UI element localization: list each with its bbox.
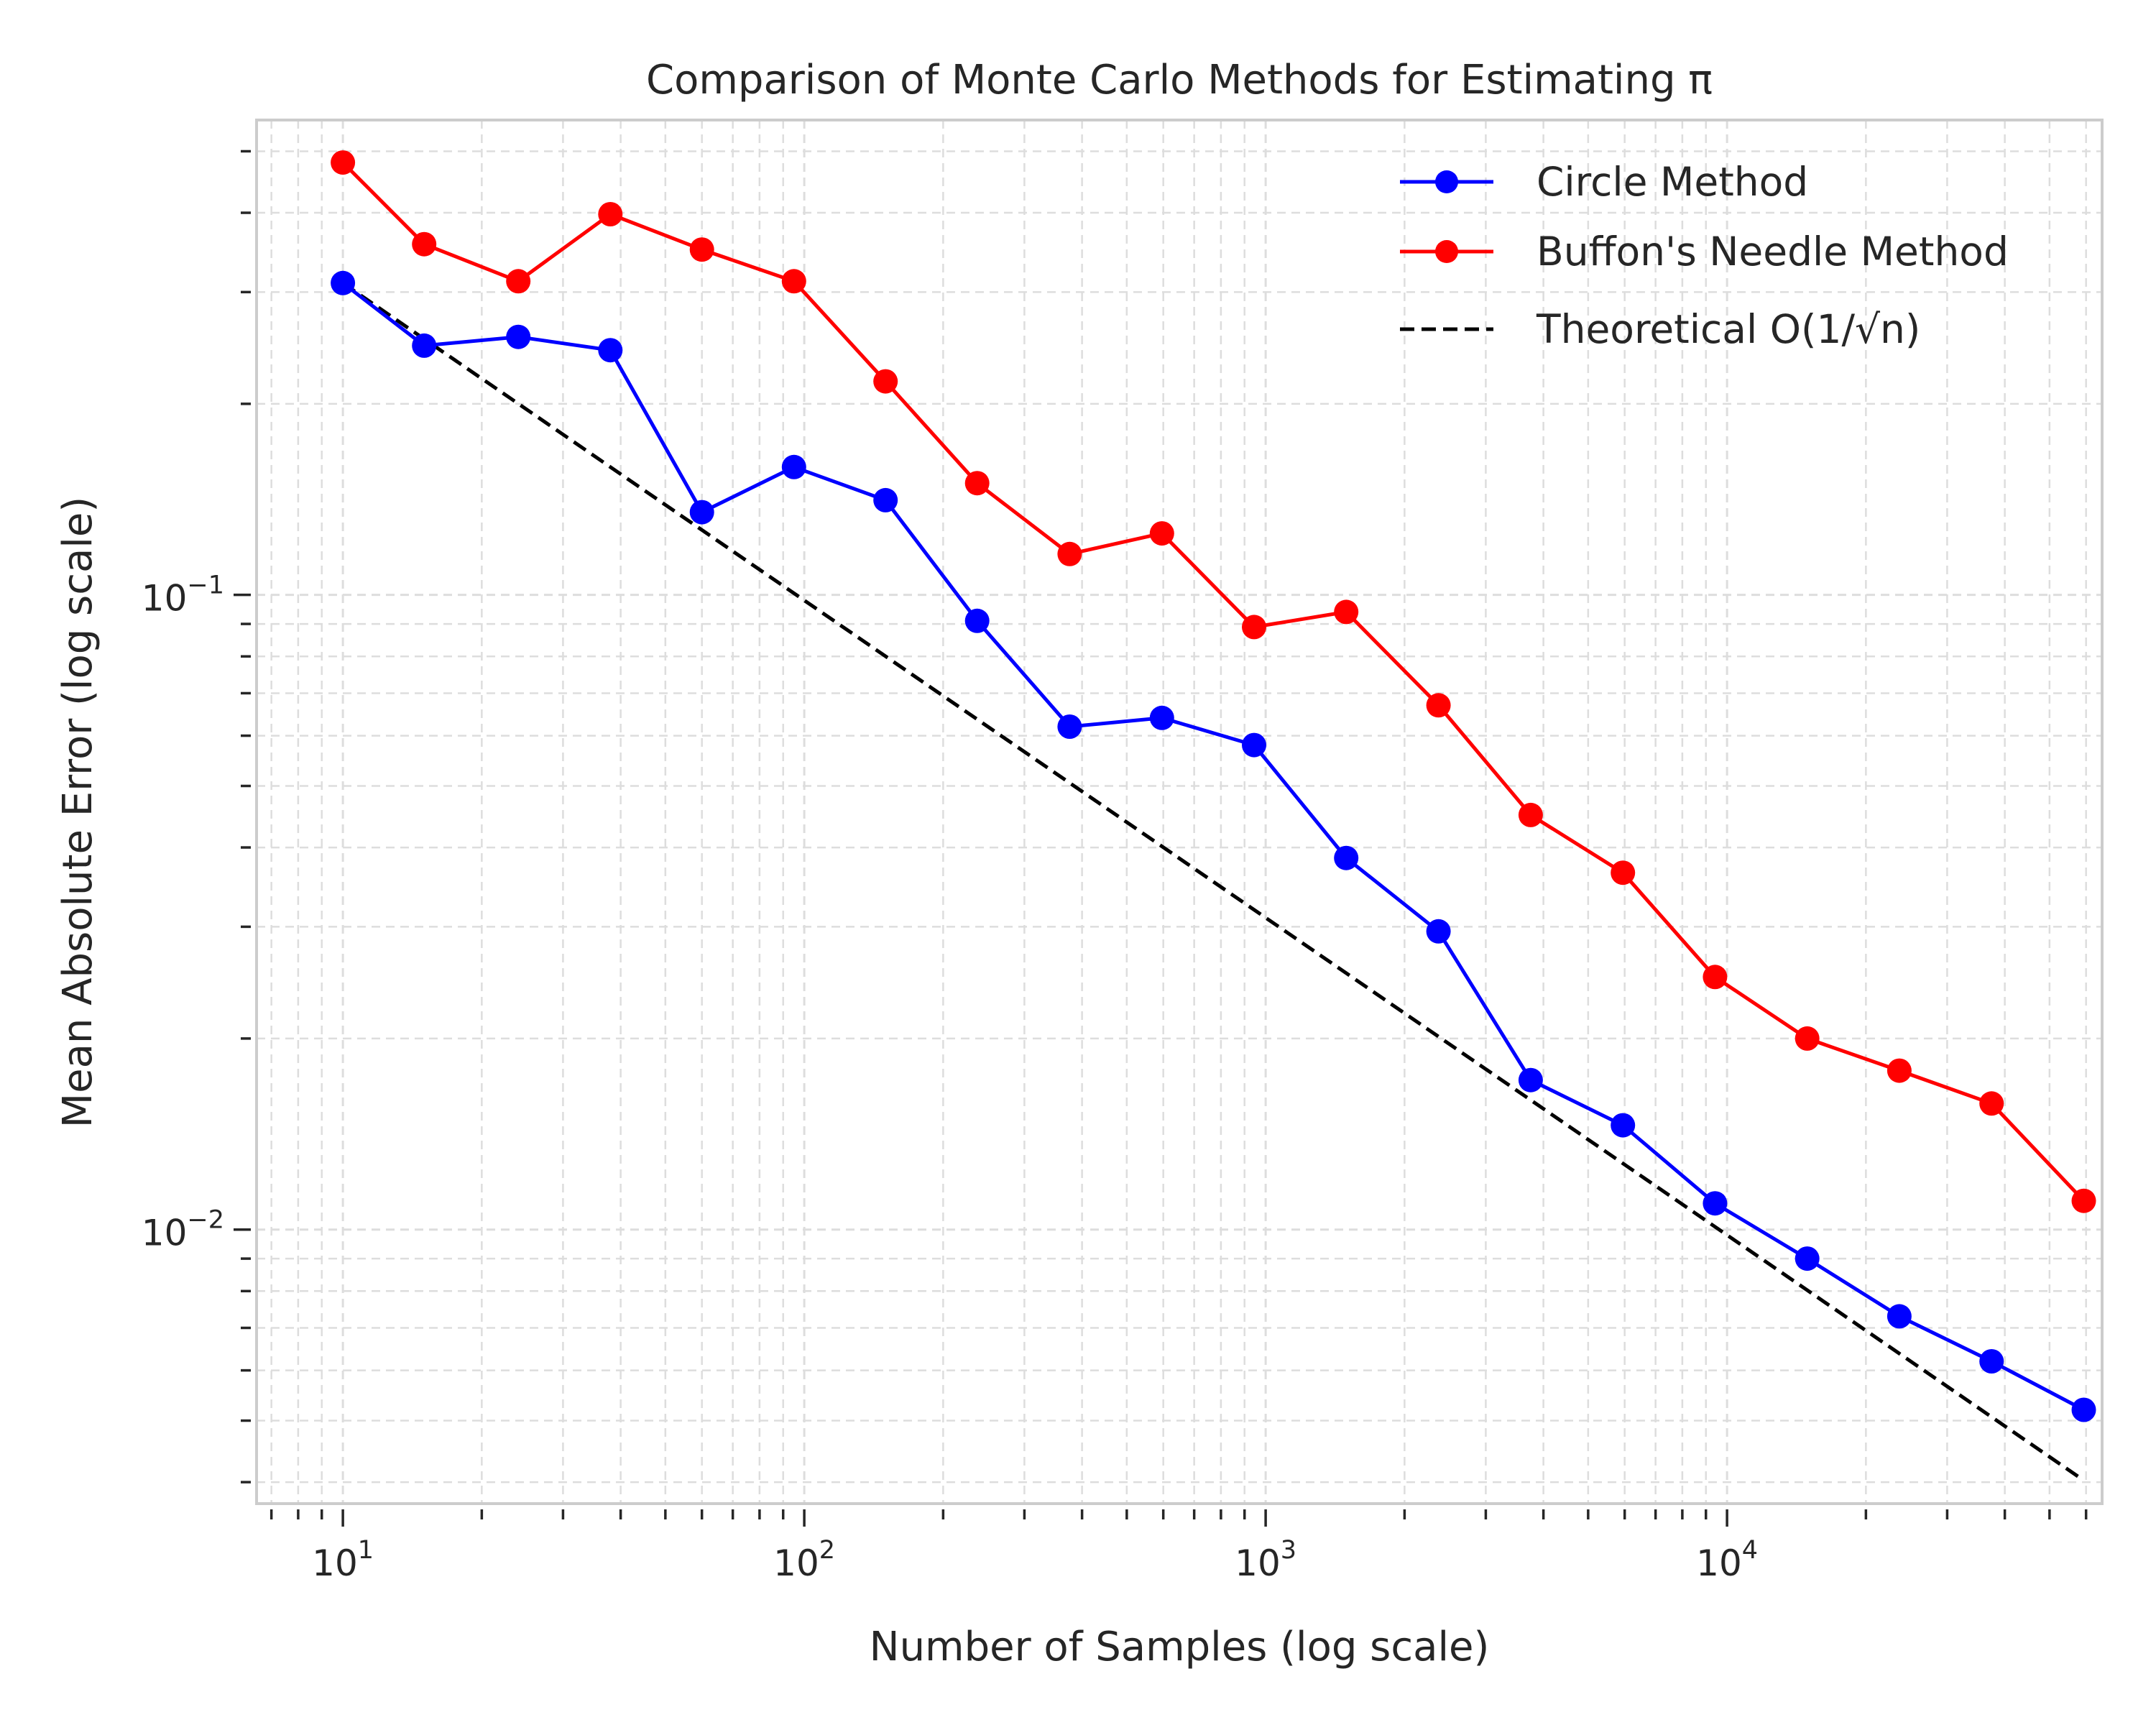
series-line-buffon	[341, 161, 2086, 1202]
data-point-circle	[1518, 1067, 1543, 1092]
data-point-circle	[331, 270, 356, 295]
data-point-buffon	[781, 269, 806, 294]
data-point-buffon	[1703, 965, 1728, 990]
data-point-buffon	[1518, 802, 1543, 827]
data-point-buffon	[1795, 1026, 1820, 1051]
data-point-buffon	[1334, 599, 1359, 625]
data-point-circle	[781, 454, 806, 479]
data-point-buffon	[689, 237, 714, 262]
chart-title: Comparison of Monte Carlo Methods for Es…	[646, 57, 1713, 104]
legend-label-circle: Circle Method	[1537, 159, 1808, 205]
x-tick-label: 101	[312, 1536, 374, 1584]
data-point-circle	[1886, 1304, 1912, 1329]
data-point-buffon	[506, 269, 531, 294]
legend-label-theoretical: Theoretical O(1/√n)	[1536, 306, 1920, 352]
data-point-buffon	[1426, 693, 1451, 718]
data-point-buffon	[412, 231, 437, 257]
data-point-buffon	[1242, 615, 1266, 640]
data-point-circle	[506, 324, 531, 349]
legend-item-buffon: Buffon's Needle Method	[1400, 229, 2009, 275]
legend: Circle Method Buffon's Needle Method The…	[1400, 159, 2009, 352]
x-tick-label: 104	[1696, 1536, 1758, 1584]
legend-item-theoretical: Theoretical O(1/√n)	[1400, 306, 1920, 352]
data-point-buffon	[1057, 541, 1082, 566]
data-point-circle	[1795, 1246, 1820, 1271]
data-point-buffon	[873, 369, 898, 394]
x-tick-label: 103	[1235, 1536, 1296, 1584]
data-point-circle	[1334, 845, 1359, 870]
x-tick-label: 102	[773, 1536, 835, 1584]
data-point-circle	[1242, 732, 1266, 758]
data-point-buffon	[1979, 1091, 2004, 1116]
data-point-circle	[1149, 705, 1174, 730]
data-point-circle	[1057, 714, 1082, 739]
data-point-circle	[412, 333, 437, 358]
data-point-circle	[873, 487, 898, 512]
x-axis-title: Number of Samples (log scale)	[870, 1624, 1490, 1670]
axis-ticks	[234, 150, 2088, 1527]
data-point-buffon	[1611, 860, 1636, 886]
data-point-buffon	[1886, 1058, 1912, 1083]
data-point-circle	[2071, 1397, 2096, 1422]
data-point-circle	[964, 608, 990, 633]
series-line-circle	[341, 281, 2085, 1412]
data-point-buffon	[2071, 1188, 2096, 1213]
data-point-buffon	[598, 202, 623, 226]
legend-item-circle: Circle Method	[1400, 159, 1808, 205]
legend-marker-buffon	[1435, 240, 1458, 263]
data-point-circle	[1979, 1349, 2004, 1374]
data-point-circle	[689, 500, 714, 525]
data-point-circle	[598, 338, 623, 363]
y-tick-label: 10−2	[142, 1206, 224, 1254]
data-point-buffon	[1149, 521, 1174, 546]
y-axis-title: Mean Absolute Error (log scale)	[55, 497, 101, 1128]
plot-frame	[255, 119, 2104, 1505]
grid	[257, 120, 2102, 1504]
data-point-circle	[1611, 1113, 1636, 1138]
tick-labels: 101 102 103 104 10−2 10−1	[142, 571, 1758, 1584]
legend-label-buffon: Buffon's Needle Method	[1537, 229, 2009, 275]
legend-marker-circle	[1435, 170, 1458, 193]
series-line-theoretical	[341, 281, 2085, 1482]
data-point-buffon	[964, 471, 990, 496]
data-point-buffon	[331, 150, 356, 175]
data-point-circle	[1703, 1191, 1728, 1216]
data-series	[331, 150, 2096, 1482]
data-point-circle	[1426, 919, 1451, 944]
y-tick-label: 10−1	[142, 571, 224, 620]
